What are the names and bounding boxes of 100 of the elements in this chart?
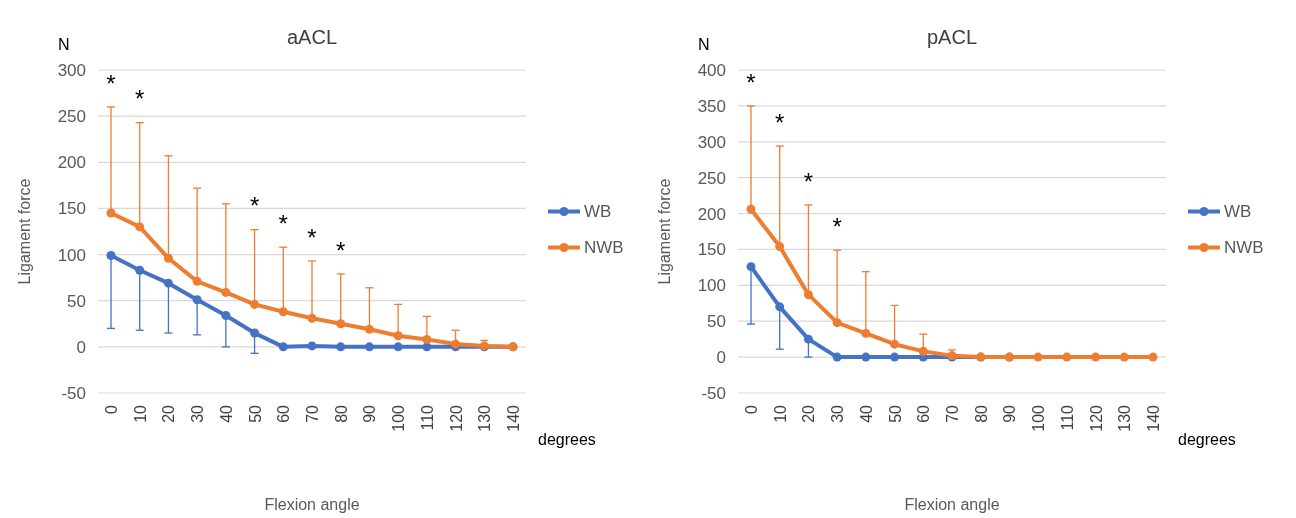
point bbox=[278, 342, 288, 352]
x-tick-label: 0 bbox=[103, 404, 120, 414]
legend-label: WB bbox=[1224, 202, 1252, 222]
point bbox=[861, 352, 871, 362]
x-tick-label: 70 bbox=[304, 404, 321, 423]
y-tick-label: 250 bbox=[57, 107, 86, 127]
point bbox=[832, 318, 842, 328]
point bbox=[336, 342, 346, 352]
x-tick-label: 120 bbox=[447, 404, 465, 432]
point bbox=[250, 299, 260, 309]
x-tick-label: 30 bbox=[189, 404, 207, 423]
x-tick-label: 60 bbox=[915, 404, 933, 423]
point bbox=[307, 341, 317, 351]
point bbox=[221, 310, 231, 320]
annotation: * bbox=[336, 236, 346, 264]
annotation: * bbox=[278, 209, 288, 237]
point bbox=[803, 290, 813, 300]
point bbox=[1033, 352, 1043, 362]
point bbox=[890, 339, 900, 349]
legend-label: WB bbox=[584, 202, 612, 222]
legend-label: NWB bbox=[584, 238, 624, 258]
point bbox=[1148, 352, 1158, 362]
point bbox=[364, 324, 374, 334]
y-tick-label: 350 bbox=[697, 96, 726, 116]
annotation: * bbox=[106, 69, 116, 97]
y-tick-label: 150 bbox=[57, 199, 86, 219]
point bbox=[192, 276, 202, 286]
x-tick-label: 100 bbox=[390, 404, 408, 432]
point bbox=[1062, 352, 1072, 362]
x-tick-label: 90 bbox=[361, 404, 379, 423]
point bbox=[106, 208, 116, 218]
text: degrees bbox=[1178, 431, 1236, 448]
y-tick-label: 50 bbox=[67, 291, 86, 311]
point bbox=[1091, 352, 1101, 362]
y-tick-label: 50 bbox=[707, 312, 726, 332]
x-tick-label: 100 bbox=[1030, 404, 1048, 432]
x-tick-label: 10 bbox=[131, 404, 149, 423]
x-tick-label: 30 bbox=[829, 404, 847, 423]
x-tick-label: 80 bbox=[332, 404, 350, 423]
x-tick-label: 20 bbox=[160, 404, 178, 423]
x-axis-title: Flexion angle bbox=[904, 496, 1000, 513]
x-tick-label: 140 bbox=[1145, 404, 1162, 432]
point bbox=[364, 342, 374, 352]
annotation: * bbox=[803, 167, 814, 195]
x-tick-label: 40 bbox=[857, 404, 875, 423]
x-tick-label: 80 bbox=[972, 404, 990, 423]
y-tick-label: 250 bbox=[697, 168, 726, 188]
point bbox=[890, 352, 900, 362]
point bbox=[393, 331, 403, 341]
point bbox=[775, 242, 785, 252]
y-tick-label: 100 bbox=[57, 245, 86, 265]
point bbox=[393, 342, 403, 352]
x-tick-label: 140 bbox=[505, 404, 522, 432]
x-tick-label: 130 bbox=[1116, 404, 1134, 432]
x-tick-label: 110 bbox=[418, 404, 436, 431]
point bbox=[1119, 352, 1129, 362]
point bbox=[746, 262, 756, 272]
y-axis-title: Ligament force bbox=[656, 178, 673, 285]
chart-title: aACL bbox=[286, 26, 338, 48]
annotation: * bbox=[249, 192, 260, 220]
point bbox=[192, 295, 202, 305]
x-axis-title: Flexion angle bbox=[264, 496, 360, 513]
point bbox=[250, 328, 260, 338]
annotation: * bbox=[746, 68, 756, 96]
y-axis-title: Ligament force bbox=[16, 178, 33, 285]
point bbox=[106, 250, 116, 260]
point bbox=[336, 319, 346, 329]
x-tick-label: 70 bbox=[944, 404, 961, 423]
x-tick-label: 120 bbox=[1087, 404, 1105, 432]
x-tick-label: 20 bbox=[800, 404, 818, 423]
text: N bbox=[58, 36, 70, 53]
x-tick-label: 60 bbox=[275, 404, 293, 423]
annotation: * bbox=[135, 85, 145, 113]
point bbox=[221, 287, 231, 297]
y-tick-label: 300 bbox=[697, 132, 726, 152]
x-tick-label: 10 bbox=[771, 404, 789, 423]
annotation: * bbox=[307, 223, 317, 251]
chart-title: pACL bbox=[926, 26, 978, 48]
y-tick-label: 300 bbox=[57, 60, 86, 80]
point bbox=[803, 334, 813, 344]
x-tick-label: 0 bbox=[743, 404, 760, 414]
y-tick-label: 150 bbox=[697, 240, 726, 260]
x-tick-label: 50 bbox=[246, 404, 264, 423]
legend-label: NWB bbox=[1224, 238, 1264, 258]
y-tick-label: 0 bbox=[76, 337, 86, 357]
y-tick-label: 400 bbox=[697, 60, 726, 80]
point bbox=[775, 302, 785, 312]
point bbox=[832, 352, 842, 362]
y-tick-label: 200 bbox=[697, 204, 726, 224]
x-tick-label: 110 bbox=[1058, 404, 1076, 431]
point bbox=[746, 204, 756, 214]
point bbox=[163, 278, 173, 288]
point bbox=[307, 313, 317, 323]
point bbox=[278, 307, 288, 317]
y-tick-label: -50 bbox=[61, 383, 86, 403]
y-tick-label: 200 bbox=[57, 153, 86, 173]
annotation: * bbox=[832, 212, 842, 240]
text: degrees bbox=[538, 431, 596, 448]
point bbox=[861, 328, 871, 338]
text: N bbox=[698, 36, 710, 53]
